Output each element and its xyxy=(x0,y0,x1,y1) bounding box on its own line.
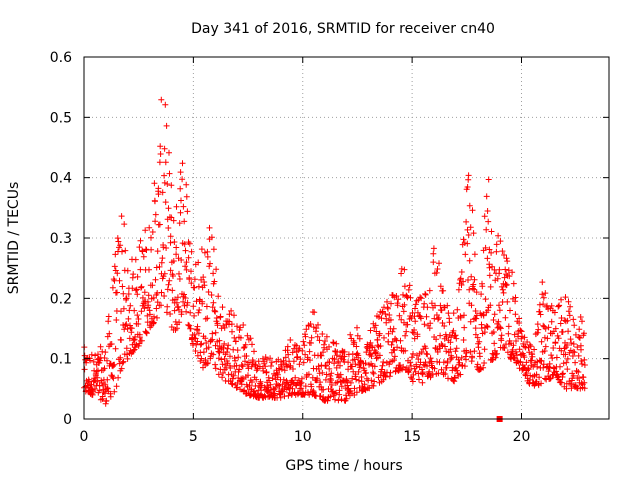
y-tick-label: 0.5 xyxy=(50,110,72,126)
y-axis-label: SRMTID / TECUs xyxy=(6,182,22,295)
y-tick-label: 0.4 xyxy=(50,171,72,187)
y-tick-label: 0.3 xyxy=(50,231,72,247)
grid xyxy=(84,57,609,419)
x-tick-label: 5 xyxy=(189,429,198,445)
chart-title: Day 341 of 2016, SRMTID for receiver cn4… xyxy=(191,21,495,37)
y-tick-label: 0.2 xyxy=(50,291,72,307)
x-tick-label: 10 xyxy=(294,429,312,445)
data-series-srmtid xyxy=(81,96,588,422)
y-tick-label: 0 xyxy=(63,412,72,428)
x-axis-label: GPS time / hours xyxy=(285,458,402,474)
scatter-points xyxy=(81,96,588,407)
y-tick-label: 0.1 xyxy=(50,352,72,368)
plot-frame xyxy=(83,56,610,420)
x-tick-label: 15 xyxy=(403,429,421,445)
x-tick-labels: 0 5 10 15 20 xyxy=(80,429,531,445)
x-tick-label: 20 xyxy=(513,429,531,445)
y-tick-labels: 0 0.1 0.2 0.3 0.4 0.5 0.6 xyxy=(50,50,72,428)
axis-ticks xyxy=(83,56,609,420)
y-tick-label: 0.6 xyxy=(50,50,72,66)
x-tick-label: 0 xyxy=(80,429,89,445)
